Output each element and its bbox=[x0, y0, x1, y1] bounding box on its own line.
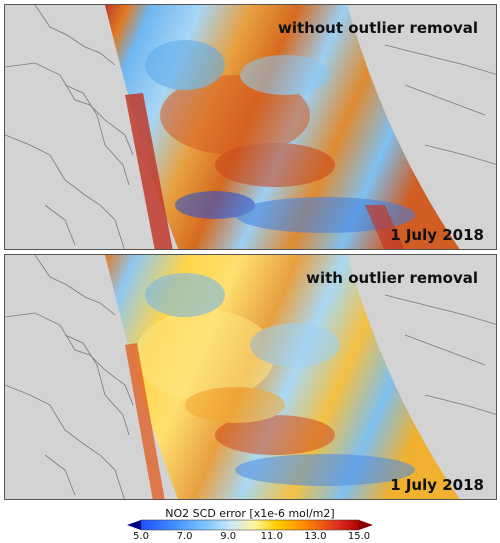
colorbar bbox=[127, 519, 373, 531]
panel-title: without outlier removal bbox=[277, 19, 478, 37]
colorbar-gradient bbox=[140, 519, 360, 531]
map-bottom bbox=[5, 255, 496, 499]
colorbar-tick: 5.0 bbox=[133, 531, 149, 542]
colorbar-min-arrow bbox=[127, 520, 141, 530]
colorbar-tick: 9.0 bbox=[220, 531, 237, 542]
panel-date: 1 July 2018 bbox=[390, 476, 484, 494]
colorbar-max-arrow bbox=[359, 520, 373, 530]
panel-title: with outlier removal bbox=[306, 269, 478, 287]
colorbar-tick: 7.0 bbox=[176, 531, 193, 542]
map-panel-bottom: with outlier removal 1 July 2018 bbox=[4, 254, 497, 500]
colorbar-ticks: 5.0 7.0 9.0 11.0 13.0 15.0 bbox=[0, 531, 500, 543]
map-panel-top: without outlier removal 1 July 2018 bbox=[4, 4, 497, 250]
colorbar-tick: 15.0 bbox=[347, 531, 371, 542]
map-top bbox=[5, 5, 496, 249]
colorbar-title: NO2 SCD error [x1e-6 mol/m2] bbox=[165, 507, 335, 520]
panel-date: 1 July 2018 bbox=[390, 226, 484, 244]
colorbar-tick: 13.0 bbox=[304, 531, 327, 542]
colorbar-tick: 11.0 bbox=[260, 531, 283, 542]
